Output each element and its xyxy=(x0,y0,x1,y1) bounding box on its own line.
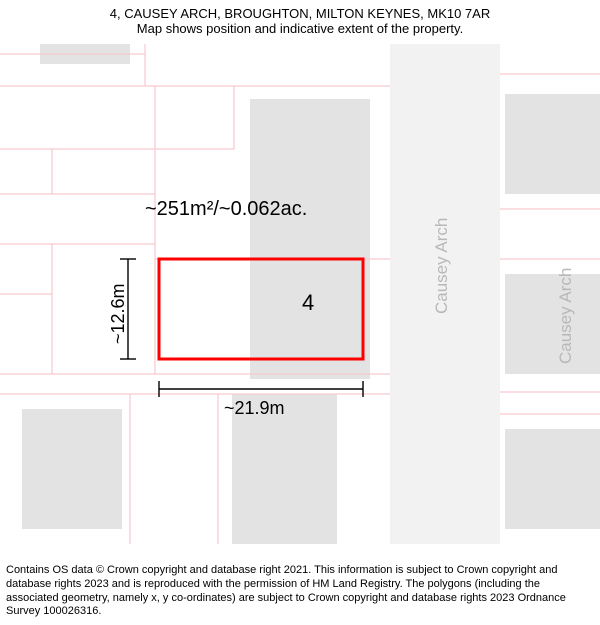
map-subtitle: Map shows position and indicative extent… xyxy=(10,21,590,36)
height-dimension-label: ~12.6m xyxy=(108,283,129,344)
map-svg xyxy=(0,44,600,544)
width-dimension-label: ~21.9m xyxy=(224,398,285,419)
road-label-2: Causey Arch xyxy=(556,268,576,364)
address-title: 4, CAUSEY ARCH, BROUGHTON, MILTON KEYNES… xyxy=(10,6,590,21)
plot-number: 4 xyxy=(302,290,314,316)
map-area: ~251m²/~0.062ac. 4 ~12.6m ~21.9m Causey … xyxy=(0,44,600,544)
header: 4, CAUSEY ARCH, BROUGHTON, MILTON KEYNES… xyxy=(0,0,600,38)
area-label: ~251m²/~0.062ac. xyxy=(145,198,307,221)
copyright-footer: Contains OS data © Crown copyright and d… xyxy=(0,560,600,625)
road-label-1: Causey Arch xyxy=(432,218,452,314)
